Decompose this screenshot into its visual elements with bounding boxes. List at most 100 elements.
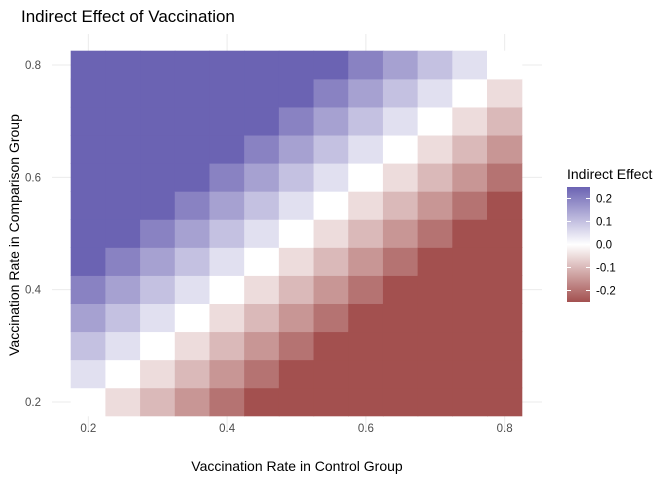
heatmap-cell [70, 78, 106, 108]
heatmap-cell [382, 134, 419, 164]
heatmap-cell [105, 359, 141, 389]
heatmap-cell [105, 303, 141, 333]
heatmap-cell [140, 50, 176, 80]
heatmap-cell [70, 359, 106, 389]
heatmap-cell [348, 331, 384, 361]
heatmap-cell [487, 50, 523, 80]
heatmap-cell [382, 359, 419, 389]
heatmap-cell [382, 163, 419, 192]
heatmap-cell [174, 106, 211, 136]
heatmap-cell [105, 50, 141, 80]
heatmap-cell [487, 359, 523, 389]
heatmap-cell [452, 303, 488, 333]
heatmap-cell [382, 247, 419, 276]
heatmap-cell [105, 106, 141, 136]
heatmap-cell [348, 191, 384, 220]
heatmap-cell [209, 106, 245, 136]
heatmap-cell [313, 50, 349, 80]
chart-title: Indirect Effect of Vaccination [21, 7, 235, 26]
heatmap-cell [244, 247, 280, 276]
heatmap-cell [105, 163, 141, 192]
heatmap-cell [348, 106, 384, 136]
heatmap-cell [105, 387, 141, 417]
heatmap-cell [140, 191, 176, 220]
heatmap-cell [417, 219, 453, 248]
heatmap-cell [348, 247, 384, 276]
heatmap-cell [174, 163, 211, 192]
heatmap-cell [174, 50, 211, 80]
heatmap-cell [209, 78, 245, 108]
heatmap-cell [209, 275, 245, 304]
heatmap-cell [209, 191, 245, 220]
heatmap-cell [487, 78, 523, 108]
heatmap-cell [382, 78, 419, 108]
x-tick-label: 0.6 [358, 423, 374, 435]
heatmap-cell [487, 191, 523, 220]
heatmap-cell [487, 331, 523, 361]
heatmap-cell [174, 275, 211, 304]
heatmap-cell [452, 247, 488, 276]
heatmap-cell [244, 50, 280, 80]
heatmap-cell [278, 50, 315, 80]
heatmap-cell [244, 191, 280, 220]
legend-tick-label: -0.1 [596, 263, 616, 275]
heatmap-cell [313, 387, 349, 417]
heatmap-cell [313, 359, 349, 389]
heatmap-cell [382, 219, 419, 248]
heatmap-tiles [70, 50, 523, 417]
legend-title: Indirect Effect [567, 166, 652, 182]
heatmap-cell [382, 387, 419, 417]
heatmap-cell [452, 106, 488, 136]
heatmap-cell [70, 387, 106, 417]
heatmap-cell [140, 331, 176, 361]
heatmap-cell [452, 387, 488, 417]
heatmap-cell [417, 387, 453, 417]
heatmap-cell [278, 331, 315, 361]
heatmap-cell [174, 191, 211, 220]
heatmap-cell [348, 134, 384, 164]
heatmap-cell [244, 134, 280, 164]
heatmap-cell [174, 78, 211, 108]
heatmap-cell [487, 303, 523, 333]
heatmap-cell [140, 163, 176, 192]
heatmap-cell [382, 275, 419, 304]
heatmap-cell [417, 50, 453, 80]
heatmap-cell [70, 219, 106, 248]
heatmap-cell [209, 50, 245, 80]
heatmap-cell [140, 134, 176, 164]
heatmap-cell [382, 191, 419, 220]
heatmap-cell [348, 219, 384, 248]
heatmap-cell [417, 163, 453, 192]
heatmap-cell [70, 275, 106, 304]
y-tick-label: 0.2 [25, 397, 41, 409]
heatmap-cell [348, 78, 384, 108]
heatmap-cell [105, 331, 141, 361]
heatmap-cell [452, 275, 488, 304]
heatmap-cell [174, 359, 211, 389]
heatmap-cell [417, 275, 453, 304]
heatmap-cell [244, 106, 280, 136]
heatmap-cell [209, 387, 245, 417]
legend-tick-label: 0.1 [596, 217, 612, 229]
heatmap-cell [209, 219, 245, 248]
heatmap-cell [417, 247, 453, 276]
heatmap-cell [417, 78, 453, 108]
heatmap-cell [278, 387, 315, 417]
heatmap-cell [209, 163, 245, 192]
heatmap-cell [452, 359, 488, 389]
heatmap-cell [348, 303, 384, 333]
heatmap-cell [140, 106, 176, 136]
heatmap-cell [348, 163, 384, 192]
heatmap-cell [417, 303, 453, 333]
heatmap-cell [487, 106, 523, 136]
heatmap-cell [174, 387, 211, 417]
y-tick-label: 0.6 [25, 172, 41, 184]
heatmap-cell [174, 303, 211, 333]
heatmap-cell [487, 247, 523, 276]
heatmap-cell [140, 275, 176, 304]
heatmap-cell [278, 219, 315, 248]
heatmap-cell [70, 303, 106, 333]
heatmap-cell [244, 219, 280, 248]
heatmap-cell [313, 106, 349, 136]
